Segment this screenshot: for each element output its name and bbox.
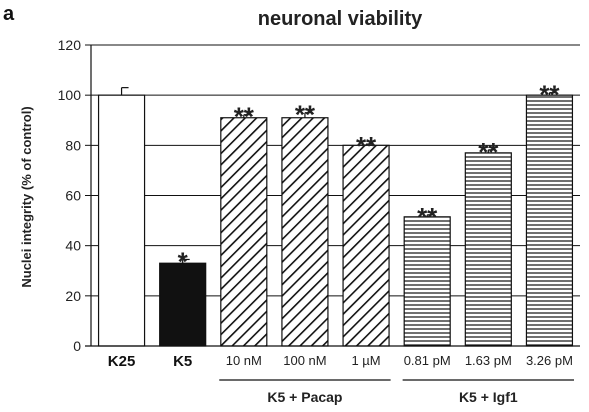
bars <box>97 87 574 347</box>
y-tick-label: 120 <box>58 37 82 53</box>
x-tick-label: 100 nM <box>283 353 326 368</box>
axes <box>85 44 580 347</box>
y-tick-label: 60 <box>65 188 81 204</box>
group-brackets: K5 + Pacap K5 + Igf1 <box>219 379 574 405</box>
significance-marker: ** <box>356 131 377 161</box>
y-tick-label: 20 <box>65 288 81 304</box>
significance-marker: ** <box>478 137 499 167</box>
bar-1.63-pm <box>464 152 512 347</box>
x-tick-label: 0.81 pM <box>404 353 451 368</box>
bar-1-µm <box>342 144 390 347</box>
x-tick-label: 1.63 pM <box>465 353 512 368</box>
bar-0.81-pm <box>403 216 451 347</box>
panel-letter: a <box>3 3 15 25</box>
bar-k5 <box>159 262 207 347</box>
y-tick-label: 80 <box>65 137 81 153</box>
y-tick-label: 40 <box>65 238 81 254</box>
y-tick-label: 100 <box>58 87 82 103</box>
x-tick-label: K5 <box>173 353 192 370</box>
significance-marker: ** <box>417 202 438 232</box>
group-label: K5 + Pacap <box>267 389 342 405</box>
bar-100-nm <box>281 117 329 347</box>
y-axis-label: Nuclei integrity (% of control) <box>19 106 34 287</box>
bar-k25 <box>97 94 146 347</box>
x-tick-label: 10 nM <box>226 353 262 368</box>
significance-marker: ** <box>234 102 255 132</box>
tick-labels: 0 20 40 60 80 100 120 K25 * K5 ** 10 nM ** 100 nM ** 1 … <box>58 37 573 370</box>
x-tick-label: 1 µM <box>351 353 380 368</box>
bar-10-nm <box>220 117 268 347</box>
significance-marker: ** <box>539 80 560 110</box>
x-tick-label: K25 <box>108 353 136 370</box>
group-label: K5 + Igf1 <box>459 389 518 405</box>
y-tick-label: 0 <box>73 338 81 354</box>
significance-marker: * <box>178 246 189 276</box>
chart-title: neuronal viability <box>258 8 423 30</box>
significance-marker: ** <box>295 100 316 130</box>
x-tick-label: 3.26 pM <box>526 353 573 368</box>
bar-3.26-pm <box>525 94 574 347</box>
